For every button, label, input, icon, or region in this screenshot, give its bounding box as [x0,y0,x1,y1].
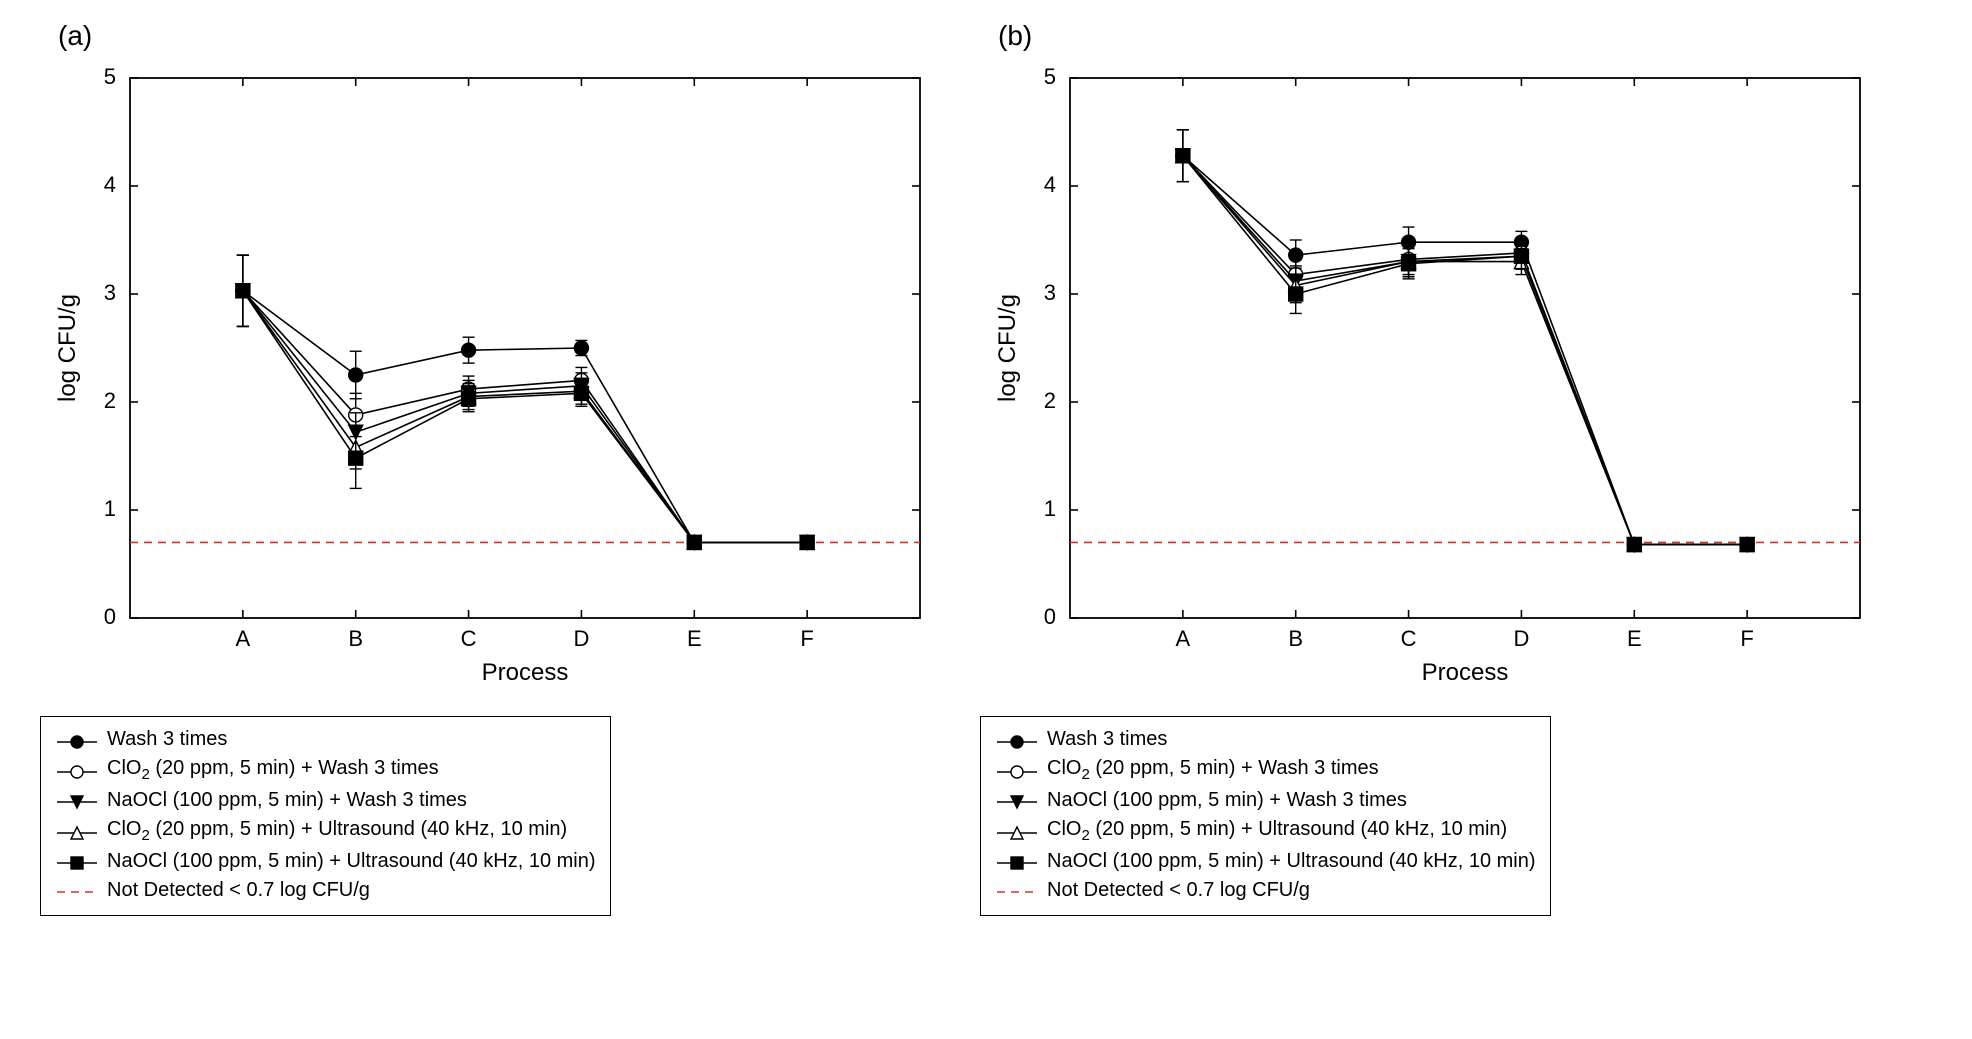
svg-text:4: 4 [104,172,116,197]
legend-label: NaOCl (100 ppm, 5 min) + Ultrasound (40 … [1047,847,1536,876]
legend-item: ClO2 (20 ppm, 5 min) + Wash 3 times [995,754,1536,786]
legend-label: Not Detected < 0.7 log CFU/g [1047,876,1310,905]
legend-item: NaOCl (100 ppm, 5 min) + Ultrasound (40 … [55,847,596,876]
figure: (a) 0 1 2 3 4 5 A B C D E Flog CFU/g Process Wash 3 … [0,0,1972,936]
legend-swatch [995,881,1039,899]
legend-item-detection: Not Detected < 0.7 log CFU/g [995,876,1536,905]
panel-a-chart: 0 1 2 3 4 5 A B C D E Flog CFU/g Process [40,58,940,698]
legend-label: Not Detected < 0.7 log CFU/g [107,876,370,905]
svg-text:3: 3 [1044,280,1056,305]
svg-text:Process: Process [1422,659,1509,686]
svg-text:5: 5 [104,64,116,89]
legend-swatch [55,852,99,870]
legend-item: Wash 3 times [995,725,1536,754]
panel-a-label: (a) [58,20,940,52]
svg-text:D: D [573,626,589,651]
legend-swatch [55,881,99,899]
legend-swatch [995,761,1039,779]
legend-label: ClO2 (20 ppm, 5 min) + Ultrasound (40 kH… [1047,815,1507,847]
legend-item: Wash 3 times [55,725,596,754]
legend-label: Wash 3 times [1047,725,1167,754]
legend-item: NaOCl (100 ppm, 5 min) + Wash 3 times [995,786,1536,815]
svg-text:A: A [236,626,251,651]
panel-a-legend: Wash 3 timesClO2 (20 ppm, 5 min) + Wash … [40,716,611,916]
svg-text:0: 0 [104,604,116,629]
legend-swatch [995,822,1039,840]
legend-item-detection: Not Detected < 0.7 log CFU/g [55,876,596,905]
svg-text:4: 4 [1044,172,1056,197]
legend-item: NaOCl (100 ppm, 5 min) + Ultrasound (40 … [995,847,1536,876]
svg-text:F: F [1740,626,1753,651]
svg-text:3: 3 [104,280,116,305]
svg-text:log CFU/g: log CFU/g [54,294,81,402]
legend-swatch [55,761,99,779]
legend-swatch [55,731,99,749]
legend-label: ClO2 (20 ppm, 5 min) + Wash 3 times [107,754,439,786]
svg-text:C: C [461,626,477,651]
legend-swatch [55,791,99,809]
svg-text:5: 5 [1044,64,1056,89]
legend-item: ClO2 (20 ppm, 5 min) + Wash 3 times [55,754,596,786]
svg-text:1: 1 [1044,496,1056,521]
svg-text:2: 2 [104,388,116,413]
svg-text:C: C [1401,626,1417,651]
legend-item: ClO2 (20 ppm, 5 min) + Ultrasound (40 kH… [55,815,596,847]
svg-text:F: F [800,626,813,651]
panel-b-label: (b) [998,20,1880,52]
svg-text:B: B [1288,626,1303,651]
legend-item: ClO2 (20 ppm, 5 min) + Ultrasound (40 kH… [995,815,1536,847]
svg-text:A: A [1176,626,1191,651]
legend-label: ClO2 (20 ppm, 5 min) + Wash 3 times [1047,754,1379,786]
svg-text:0: 0 [1044,604,1056,629]
svg-text:E: E [687,626,702,651]
svg-text:Process: Process [482,659,569,686]
panel-b-legend: Wash 3 timesClO2 (20 ppm, 5 min) + Wash … [980,716,1551,916]
legend-label: NaOCl (100 ppm, 5 min) + Wash 3 times [107,786,467,815]
svg-text:D: D [1513,626,1529,651]
panel-b-chart: 0 1 2 3 4 5 A B C D E Flog CFU/g Process [980,58,1880,698]
legend-swatch [995,791,1039,809]
svg-text:log CFU/g: log CFU/g [994,294,1021,402]
legend-label: NaOCl (100 ppm, 5 min) + Wash 3 times [1047,786,1407,815]
legend-swatch [55,822,99,840]
svg-text:E: E [1627,626,1642,651]
legend-swatch [995,731,1039,749]
svg-text:B: B [348,626,363,651]
legend-label: ClO2 (20 ppm, 5 min) + Ultrasound (40 kH… [107,815,567,847]
legend-swatch [995,852,1039,870]
legend-label: Wash 3 times [107,725,227,754]
svg-text:2: 2 [1044,388,1056,413]
panel-b: (b) 0 1 2 3 4 5 A B C D E Flog CFU/g Process Wash 3 … [980,20,1880,916]
legend-item: NaOCl (100 ppm, 5 min) + Wash 3 times [55,786,596,815]
panel-a: (a) 0 1 2 3 4 5 A B C D E Flog CFU/g Process Wash 3 … [40,20,940,916]
legend-label: NaOCl (100 ppm, 5 min) + Ultrasound (40 … [107,847,596,876]
svg-text:1: 1 [104,496,116,521]
